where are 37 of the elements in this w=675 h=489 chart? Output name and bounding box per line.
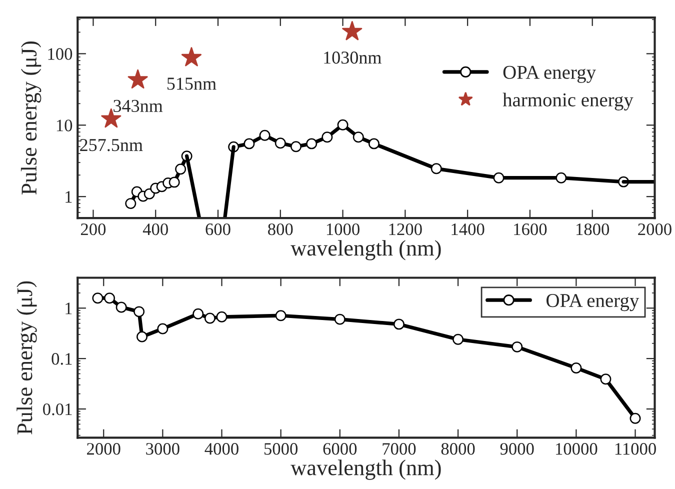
annotation: 343nm [114, 100, 163, 112]
annotation: 1030nm [324, 52, 382, 64]
x-tick-label: 2000 [638, 223, 672, 236]
x-tick-label: 1600 [514, 223, 547, 236]
annotation: 515nm [167, 78, 216, 90]
legend-label: OPA energy [503, 66, 596, 83]
y-tick-label: 1 [66, 191, 72, 203]
x-tick-label: 200 [80, 223, 106, 236]
x-tick-label: 9000 [500, 443, 534, 455]
y-tick-label: 0.01 [43, 403, 72, 416]
x-tick-label: 2000 [87, 443, 120, 455]
x-tick-label: 5000 [264, 443, 298, 455]
x-tick-label: 6000 [323, 443, 357, 455]
x-tick-label: 3000 [146, 443, 180, 455]
x-tick-label: 600 [206, 223, 230, 236]
x-tick-label: 1000 [326, 223, 360, 236]
x-tick-label: 4000 [204, 443, 238, 455]
x-tick-label: 10000 [556, 443, 598, 455]
annotation: 257.5nm [80, 138, 143, 152]
y-axis-title: Pulse energy (μJ) [16, 281, 37, 434]
x-axis-title: wavelength (nm) [290, 460, 441, 480]
y-tick-label: 10 [56, 120, 72, 132]
y-axis-title: Pulse energy (μJ) [20, 41, 42, 195]
y-tick-label: 1 [66, 302, 72, 314]
x-tick-label: 400 [142, 223, 168, 236]
legend-label: OPA energy [546, 294, 640, 312]
x-tick-label: 1800 [576, 223, 610, 236]
y-tick-label: 0.1 [52, 353, 72, 365]
x-tick-label: 11000 [615, 443, 656, 455]
x-tick-label: 7000 [382, 443, 416, 455]
x-tick-label: 1400 [452, 223, 484, 236]
x-tick-label: 800 [268, 223, 293, 236]
x-tick-label: 1200 [389, 223, 422, 236]
legend-label: harmonic energy [502, 92, 634, 110]
x-axis-title: wavelength (nm) [290, 240, 441, 260]
x-tick-label: 8000 [441, 443, 475, 455]
y-tick-label: 100 [48, 48, 72, 60]
